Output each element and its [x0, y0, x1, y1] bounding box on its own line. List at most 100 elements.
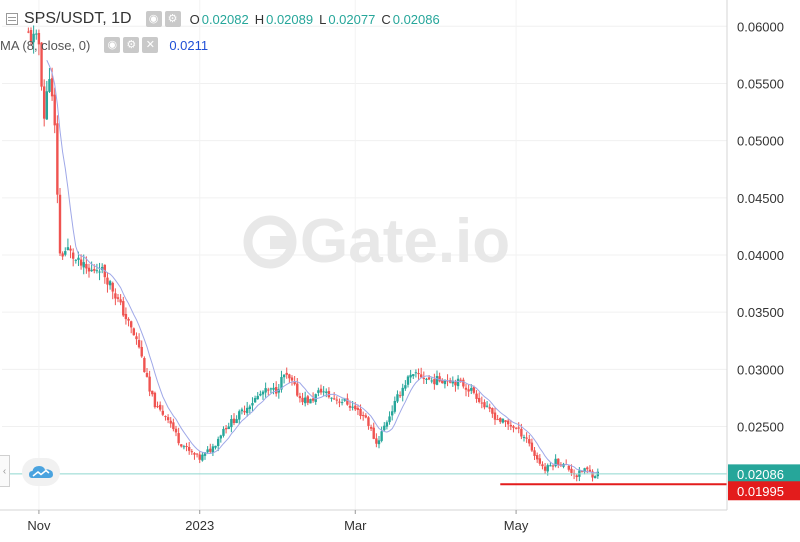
ma-line	[46, 59, 598, 474]
y-tick-label: 0.06000	[737, 19, 784, 34]
candle-up	[330, 397, 333, 402]
candle-up	[522, 434, 526, 442]
candle-down	[71, 248, 75, 267]
candle-down	[169, 417, 172, 428]
candle-down	[174, 425, 178, 437]
candle-down	[114, 288, 117, 306]
candle-down	[119, 294, 122, 306]
candle-down	[361, 411, 365, 421]
candle-up	[390, 405, 394, 421]
candle-up	[401, 383, 404, 402]
candle-up	[201, 452, 204, 462]
candle-up	[309, 398, 312, 404]
candle-down	[441, 378, 444, 384]
candle-down	[483, 399, 486, 410]
candle-up	[396, 390, 399, 404]
cloud-logo-icon[interactable]	[22, 458, 60, 486]
candle-up	[108, 279, 112, 290]
candle-down	[190, 448, 194, 455]
candle-up	[340, 398, 344, 406]
candle-down	[177, 427, 180, 446]
candle-up	[404, 380, 407, 391]
candle-down	[477, 392, 481, 404]
candle-down	[143, 356, 146, 373]
symbol-title[interactable]: SPS/USDT, 1D	[24, 10, 132, 27]
candle-down	[79, 254, 83, 270]
candle-up	[406, 375, 410, 388]
candle-down	[535, 452, 539, 463]
ma-value: 0.0211	[169, 37, 209, 53]
candle-up	[593, 475, 597, 479]
candle-up	[206, 446, 209, 455]
candle-down	[285, 367, 288, 379]
x-tick-label: Nov	[27, 518, 51, 533]
candle-down	[40, 42, 43, 91]
candle-down	[243, 405, 246, 415]
candle-down	[496, 414, 499, 421]
candle-down	[29, 27, 33, 46]
candle-up	[412, 374, 415, 379]
candle-up	[443, 379, 447, 389]
candle-up	[385, 420, 389, 430]
y-tick-label: 0.05000	[737, 134, 784, 149]
low-key: L	[319, 11, 327, 27]
candle-down	[372, 422, 375, 440]
candle-up	[100, 263, 104, 274]
candle-up	[74, 259, 78, 264]
candle-down	[517, 422, 520, 434]
candle-up	[66, 238, 70, 251]
candle-up	[303, 391, 307, 407]
candle-down	[195, 453, 199, 458]
x-tick-label: May	[504, 518, 529, 533]
candle-down	[422, 371, 426, 384]
candle-down	[419, 367, 423, 379]
candle-down	[106, 272, 109, 293]
candle-down	[224, 425, 228, 434]
y-tick-label: 0.02500	[737, 420, 784, 435]
candle-down	[559, 462, 563, 468]
ma-settings-icon[interactable]: ⚙	[123, 37, 140, 53]
candle-down	[103, 264, 107, 284]
candle-up	[98, 262, 101, 281]
candle-down	[467, 384, 470, 397]
candle-down	[588, 465, 592, 473]
open-value: 0.02082	[201, 11, 249, 27]
candle-up	[259, 390, 262, 397]
candle-up	[182, 444, 186, 450]
candle-down	[438, 372, 441, 383]
candle-down	[348, 400, 352, 411]
ma-eye-icon[interactable]: ◉	[104, 37, 121, 53]
settings-icon[interactable]: ⚙	[164, 11, 181, 27]
eye-icon[interactable]: ◉	[145, 11, 162, 27]
candle-down	[164, 415, 167, 421]
candle-down	[296, 377, 299, 397]
support-price-tag: 0.01995	[728, 481, 800, 501]
ma-close-icon[interactable]: ✕	[142, 37, 159, 53]
y-tick-label: 0.05500	[737, 76, 784, 91]
candle-down	[290, 375, 294, 386]
candle-up	[554, 454, 557, 468]
candle-down	[499, 417, 502, 424]
candle-down	[180, 444, 183, 448]
candle-down	[140, 340, 143, 358]
legend-menu-icon[interactable]	[6, 13, 18, 25]
candle-down	[232, 413, 236, 426]
collapse-arrow-icon[interactable]: ‹	[0, 455, 10, 487]
ma-label[interactable]: MA (8, close, 0)	[0, 37, 91, 53]
candle-down	[398, 391, 402, 399]
candlestick-series	[27, 25, 600, 482]
candle-up	[435, 370, 439, 386]
candle-down	[375, 433, 378, 448]
time-axis: Nov 2023 Mar May	[0, 509, 800, 537]
y-tick-label: 0.03500	[737, 305, 784, 320]
close-value: 0.02086	[392, 11, 440, 27]
candle-down	[338, 398, 341, 408]
candle-down	[158, 401, 162, 412]
candle-up	[451, 376, 455, 387]
candle-up	[211, 443, 215, 457]
candle-down	[480, 396, 484, 409]
candle-up	[230, 415, 233, 433]
candle-up	[82, 254, 85, 275]
